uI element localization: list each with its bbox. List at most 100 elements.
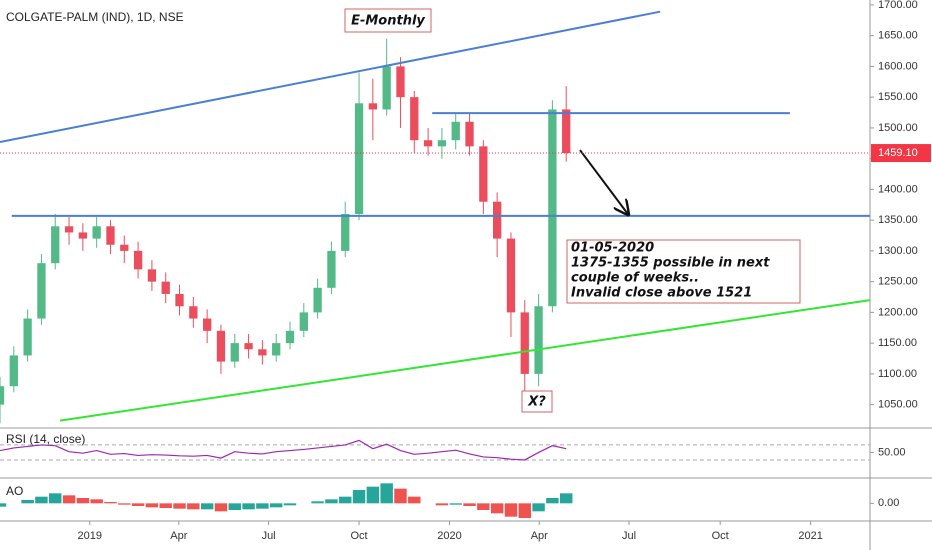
x-tick-label: Jul — [622, 530, 636, 542]
ao-bar — [380, 483, 393, 504]
candle-body — [548, 109, 557, 307]
y-tick-label: 1300.00 — [878, 245, 918, 257]
y-tick-label: 1150.00 — [878, 337, 917, 349]
y-tick-label: 1350.00 — [878, 214, 918, 226]
candle-body — [51, 226, 60, 264]
annotation-box — [344, 8, 432, 33]
ao-bar — [269, 503, 283, 508]
x-tick-label: 2020 — [437, 530, 461, 542]
x-tick-label: Oct — [712, 530, 729, 542]
y-tick-label: 1700.00 — [878, 0, 918, 11]
y-tick-label: 1200.00 — [878, 306, 918, 318]
ao-bar — [283, 503, 297, 506]
ao-bar — [477, 503, 490, 510]
candle-body — [23, 318, 32, 356]
candle-body — [216, 330, 226, 362]
last-price-label: 1459.10 — [878, 147, 918, 159]
ao-bar — [118, 503, 131, 505]
candle-body — [354, 103, 364, 214]
ao-bar — [159, 503, 172, 508]
candle-body — [368, 103, 377, 110]
candle-body — [437, 140, 447, 147]
x-tick-label: 2021 — [798, 530, 822, 542]
ao-bar — [546, 498, 559, 504]
candle-body — [120, 244, 129, 251]
annotation: E-Monthly — [351, 14, 425, 29]
candle-body — [92, 226, 101, 239]
candle-body — [0, 386, 5, 405]
ao-bar — [463, 503, 476, 506]
x-tick-label: Apr — [531, 530, 548, 542]
ao-bar — [559, 493, 573, 504]
ao-bar — [532, 503, 545, 512]
candle-body — [493, 201, 502, 239]
ao-bar — [394, 488, 407, 504]
ao-bar — [408, 496, 421, 504]
candle-body — [534, 306, 543, 374]
x-tick-label: 2019 — [78, 530, 102, 542]
ao-bar — [187, 503, 200, 510]
trend-line — [59, 299, 871, 422]
annotation: couple of weeks.. — [571, 271, 699, 286]
y-tick-label: 1050.00 — [878, 399, 918, 411]
annotation: X? — [527, 395, 546, 410]
ao-bar — [214, 503, 228, 512]
candle-body — [272, 343, 281, 356]
ao-bar — [352, 490, 366, 504]
candle-body — [189, 306, 198, 319]
candle-body — [562, 109, 571, 154]
candle-body — [423, 140, 433, 147]
candle-body — [244, 343, 253, 350]
candle-body — [382, 66, 391, 110]
candle-body — [161, 281, 170, 294]
annotation-box — [566, 239, 801, 304]
ao-bar — [104, 502, 117, 504]
candle-body — [9, 355, 18, 387]
y-tick-label: 50.00 — [878, 446, 906, 458]
candle-body — [285, 330, 295, 344]
y-tick-label: 1550.00 — [878, 91, 918, 103]
ao-bar — [35, 496, 48, 504]
ao-bar — [173, 503, 186, 509]
ao-bar — [449, 503, 462, 505]
candle-body — [341, 214, 350, 251]
ao-bar — [366, 486, 380, 504]
arrow — [579, 149, 628, 215]
ao-bar — [62, 495, 76, 504]
annotation: 1375-1355 possible in next — [571, 256, 770, 271]
last-price-tag — [871, 144, 931, 163]
candle-body — [520, 312, 529, 374]
ao-bar — [339, 496, 352, 504]
annotation-box — [521, 390, 553, 413]
ao-bar — [0, 503, 7, 507]
ao-bar — [311, 501, 324, 504]
ao-bar — [76, 498, 90, 504]
candle-body — [230, 343, 239, 362]
y-tick-label: 1400.00 — [878, 183, 918, 195]
candle-body — [299, 312, 308, 331]
candle-body — [64, 226, 74, 233]
y-tick-label: 1650.00 — [878, 30, 918, 42]
ao-bar — [242, 503, 255, 510]
ao-bar — [90, 499, 103, 504]
candle-body — [465, 121, 474, 147]
y-tick-label: 1600.00 — [878, 60, 918, 72]
rsi-line — [0, 439, 567, 461]
ao-bar — [518, 503, 531, 518]
candle-body — [410, 97, 419, 141]
candle-body — [313, 287, 322, 313]
ao-bar — [200, 503, 214, 510]
chart-title: COLGATE-PALM (IND), 1D, NSE — [6, 10, 184, 24]
x-tick-label: Apr — [170, 530, 187, 542]
candle-body — [37, 263, 46, 319]
candle-body — [451, 121, 460, 141]
ao-bar — [21, 500, 34, 504]
ao-bar — [435, 503, 449, 506]
annotation: Invalid close above 1521 — [571, 286, 752, 301]
trend-line — [0, 10, 661, 144]
rsi-title: RSI (14, close) — [6, 432, 85, 446]
ao-bar — [490, 503, 504, 514]
candle-body — [396, 66, 405, 98]
ao-bar — [49, 493, 62, 504]
candle-body — [78, 232, 87, 239]
